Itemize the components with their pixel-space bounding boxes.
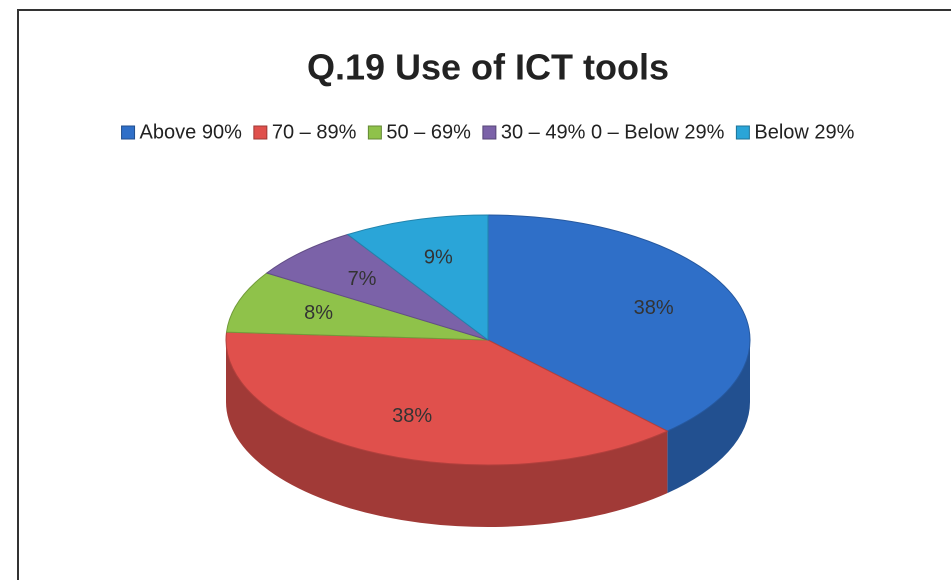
chart-title: Q.19 Use of ICT tools <box>307 47 669 88</box>
legend-swatch <box>735 125 750 140</box>
data-label: 38% <box>392 405 432 427</box>
pie-sides <box>226 340 750 527</box>
legend-label: 70 – 89% <box>272 121 357 143</box>
pie-slice <box>225 272 489 341</box>
legend-label: 50 – 69% <box>386 121 471 143</box>
pie-slice <box>487 214 751 432</box>
legend-label: 30 – 49% 0 – Below 29% <box>501 121 725 143</box>
legend-swatch <box>253 125 268 140</box>
pie-tops: 38% 38% 8% 7% 9% <box>225 214 751 466</box>
legend-swatch <box>121 125 136 140</box>
pie-slice <box>265 233 489 341</box>
legend-swatch <box>367 125 382 140</box>
data-label: 9% <box>424 247 453 269</box>
slice-side <box>667 340 750 494</box>
legend-label: Above 90% <box>140 121 243 143</box>
data-label: 38% <box>634 297 674 319</box>
slice-side <box>226 340 668 527</box>
pie-slice <box>225 331 669 466</box>
data-label: 8% <box>304 302 333 324</box>
legend-swatch <box>482 125 497 140</box>
data-label: 7% <box>348 268 377 290</box>
legend: Above 90% 70 – 89% 50 – 69% 30 – 49% 0 – Be… <box>121 121 855 143</box>
pie-slice <box>346 214 489 342</box>
legend-label: Below 29% <box>754 121 854 143</box>
